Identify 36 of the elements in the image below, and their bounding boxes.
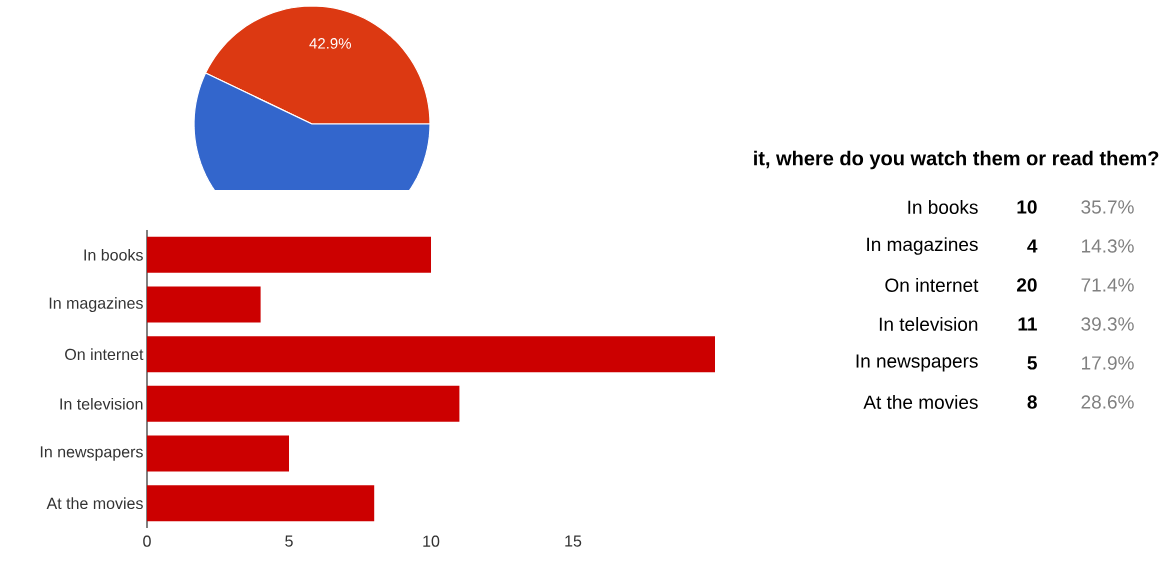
y-tick-label: In newspapers — [40, 446, 143, 461]
data-label: 42.9% — [309, 38, 351, 49]
data-label: 4 — [1027, 239, 1038, 253]
bar — [147, 336, 715, 373]
data-label: 39.3% — [1081, 317, 1134, 331]
category-label: In television — [879, 317, 978, 331]
bar — [147, 435, 290, 472]
data-label: 35.7% — [1081, 200, 1134, 214]
x-tick-label: 0 — [143, 535, 151, 547]
category-label: In magazines — [867, 237, 978, 255]
bar — [147, 286, 261, 323]
x-tick-label: 10 — [423, 535, 440, 547]
y-tick-label: In television — [60, 397, 143, 410]
x-tick-label: 15 — [565, 535, 582, 547]
data-label: 11 — [1018, 317, 1037, 331]
x-tick-label: 5 — [285, 535, 293, 547]
category-label: At the movies — [863, 395, 978, 409]
category-label: In newspapers — [856, 354, 978, 372]
y-tick-label: In magazines — [49, 297, 143, 312]
y-tick-label: On internet — [65, 348, 144, 361]
bar — [147, 485, 375, 522]
text: it, where do you watch them or read them? — [754, 150, 1159, 170]
data-label: 5 — [1027, 356, 1037, 370]
bar — [147, 236, 432, 273]
bar — [147, 385, 460, 422]
data-label: 17.9% — [1082, 356, 1134, 370]
category-label: On internet — [885, 278, 979, 292]
data-label: 14.3% — [1082, 239, 1134, 253]
category-label: In books — [908, 200, 978, 214]
y-tick-label: At the movies — [46, 497, 143, 510]
data-label: 20 — [1016, 278, 1037, 292]
data-label: 28.6% — [1081, 395, 1134, 409]
data-label: 71.4% — [1081, 278, 1134, 292]
data-label: 8 — [1027, 395, 1037, 409]
y-tick-label: In books — [84, 248, 143, 261]
data-label: 10 — [1017, 200, 1037, 214]
